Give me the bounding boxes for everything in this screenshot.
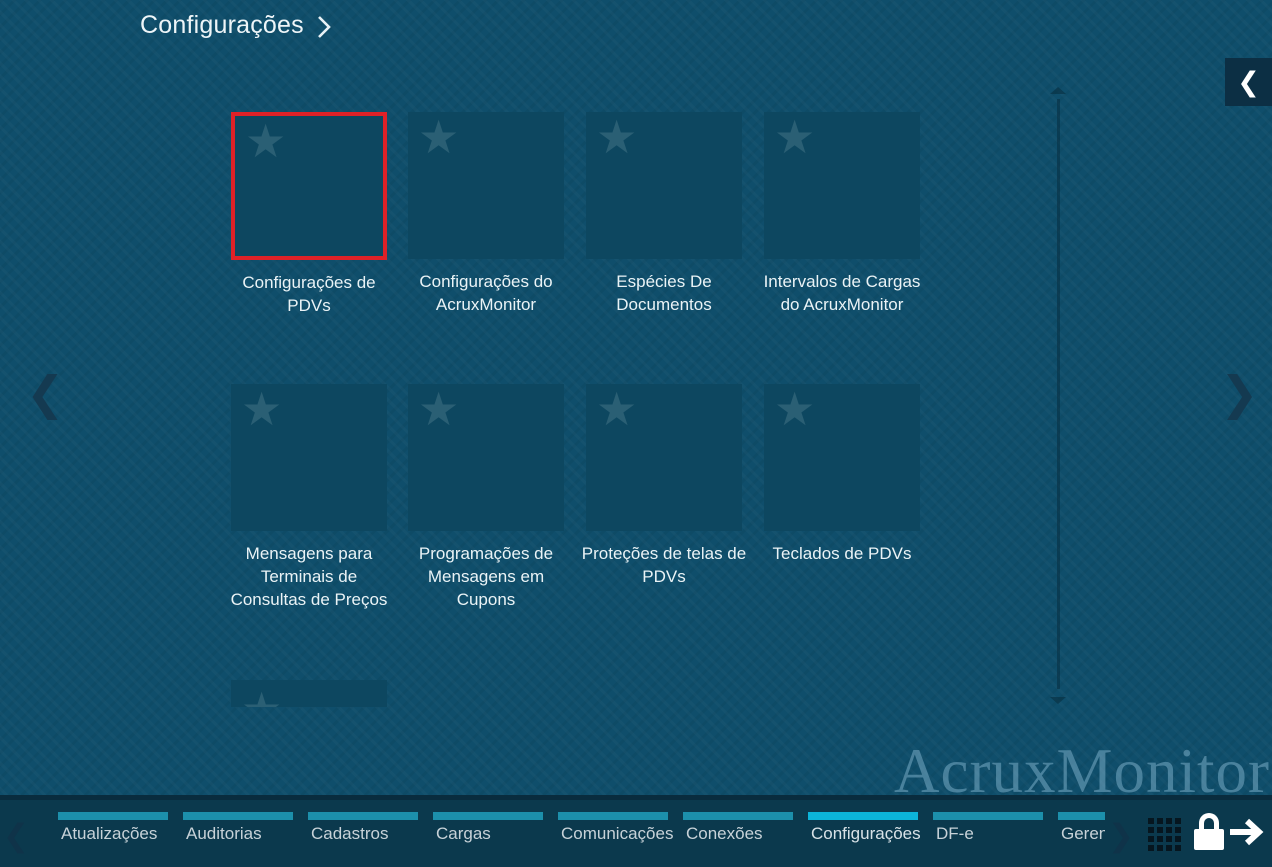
tab-configuracoes[interactable]: Configurações [808, 812, 921, 844]
scroll-right-button[interactable]: ❯ [1220, 370, 1259, 416]
star-icon: ★ [245, 115, 287, 167]
tabs-scroll-left-button[interactable]: ❮ [3, 820, 29, 851]
tile-button[interactable]: ★ [231, 112, 387, 260]
tab-comunicacoes[interactable]: Comunicações [558, 812, 674, 844]
back-button[interactable]: ❮ [1225, 58, 1272, 106]
scroll-left-button[interactable]: ❮ [26, 370, 65, 416]
tile-teclados-pdvs: ★ Teclados de PDVs [764, 384, 920, 565]
tab-indicator [558, 812, 668, 820]
tab-atualizacoes[interactable]: Atualizações [58, 812, 168, 844]
tab-label: Auditorias [186, 824, 262, 843]
tab-indicator [58, 812, 168, 820]
tile-label: Configurações de PDVs [242, 273, 376, 315]
tile-button[interactable]: ★ [764, 112, 920, 259]
tab-label: Cargas [436, 824, 491, 843]
tile-especies-de-documentos: ★ Espécies De Documentos [586, 112, 742, 316]
tile-configuracoes-do-acruxmonitor: ★ Configurações do AcruxMonitor [408, 112, 564, 316]
tab-label: Atualizações [61, 824, 158, 843]
vertical-scrollbar[interactable] [1057, 99, 1060, 689]
tile-protecoes-telas: ★ Proteções de telas de PDVs [582, 384, 746, 588]
tile-configuracoes-de-pdvs: ★ Configurações de PDVs [231, 112, 387, 317]
tile-intervalos-de-cargas: ★ Intervalos de Cargas do AcruxMonitor [764, 112, 920, 316]
scrollbar-up-arrow[interactable] [1050, 87, 1066, 94]
breadcrumb-chevron-icon [317, 16, 331, 38]
tile-mensagens-terminais: ★ Mensagens para Terminais de Consultas … [231, 384, 387, 611]
tabs-scroll-right-button[interactable]: ❯ [1108, 820, 1134, 851]
tab-indicator [308, 812, 418, 820]
scrollbar-down-arrow[interactable] [1050, 697, 1066, 704]
chevron-right-icon: ❯ [1108, 818, 1134, 853]
tile-button[interactable]: ★ [586, 112, 742, 259]
tab-indicator [183, 812, 293, 820]
tab-indicator-active [808, 812, 918, 820]
star-icon: ★ [241, 686, 282, 707]
tab-cargas[interactable]: Cargas [433, 812, 543, 844]
lock-shackle [1199, 813, 1219, 829]
tile-button[interactable]: ★ [408, 112, 564, 259]
tile-label: Mensagens para Terminais de Consultas de… [230, 544, 388, 609]
tile-programacoes-mensagens: ★ Programações de Mensagens em Cupons [408, 384, 564, 611]
tile-button[interactable]: ★ [586, 384, 742, 531]
chevron-right-icon: ❯ [1220, 367, 1259, 419]
tile-label: Espécies De Documentos [616, 272, 712, 314]
chevron-left-icon: ❮ [26, 367, 65, 419]
tab-label: Configurações [811, 824, 921, 843]
star-icon: ★ [241, 384, 283, 435]
star-icon: ★ [774, 112, 816, 163]
tile-button[interactable]: ★ [231, 680, 387, 707]
grid-view-icon[interactable] [1148, 818, 1181, 851]
tab-conexoes[interactable]: Conexões [683, 812, 793, 844]
chevron-left-icon: ❮ [3, 818, 29, 853]
tile-button[interactable]: ★ [408, 384, 564, 531]
tab-indicator [1058, 812, 1105, 820]
tile-label: Teclados de PDVs [772, 544, 912, 563]
tab-label: Conexões [686, 824, 763, 843]
star-icon: ★ [418, 112, 460, 163]
star-icon: ★ [596, 112, 638, 163]
tile-label: Proteções de telas de PDVs [581, 544, 747, 586]
tab-auditorias[interactable]: Auditorias [183, 812, 293, 844]
star-icon: ★ [774, 384, 816, 435]
tile-button[interactable]: ★ [764, 384, 920, 531]
tab-cadastros[interactable]: Cadastros [308, 812, 418, 844]
tab-indicator [683, 812, 793, 820]
tab-label: Geren [1061, 824, 1105, 843]
tab-label: Cadastros [311, 824, 389, 843]
page-title: Configurações [140, 11, 304, 39]
lock-body [1194, 829, 1224, 850]
star-icon: ★ [596, 384, 638, 435]
arrow-right-icon[interactable] [1227, 817, 1265, 852]
bottom-tab-bar: ❮ Atualizações Auditorias Cadastros Carg… [0, 795, 1272, 867]
tile-button[interactable]: ★ [231, 384, 387, 531]
star-icon: ★ [418, 384, 460, 435]
tab-gerenciamento[interactable]: Geren [1058, 812, 1105, 844]
tile-label: Configurações do AcruxMonitor [419, 272, 553, 314]
lock-icon[interactable] [1194, 813, 1224, 850]
breadcrumb: Configurações [140, 11, 332, 40]
tile-partial: ★ [231, 680, 387, 707]
tab-strip: Atualizações Auditorias Cadastros Cargas… [58, 812, 1105, 844]
tab-df-e[interactable]: DF-e [933, 812, 1043, 844]
tab-indicator [933, 812, 1043, 820]
tile-label: Programações de Mensagens em Cupons [418, 544, 554, 609]
tile-label: Intervalos de Cargas do AcruxMonitor [763, 272, 921, 314]
tab-label: DF-e [936, 824, 974, 843]
chevron-left-icon: ❮ [1237, 66, 1260, 97]
tab-indicator [433, 812, 543, 820]
tab-label: Comunicações [561, 824, 674, 843]
app-watermark: AcruxMonitor [894, 736, 1270, 806]
